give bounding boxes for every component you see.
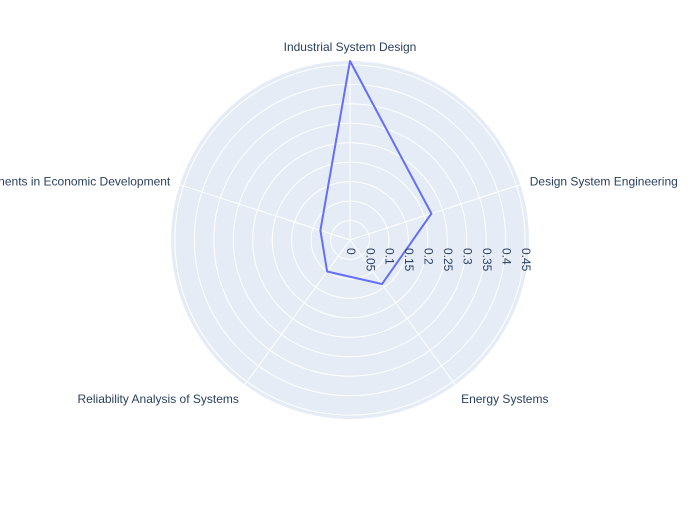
category-label: Industrial System Design bbox=[284, 40, 417, 54]
radial-tick-label: 0.2 bbox=[422, 248, 436, 265]
radial-tick-label: 0.3 bbox=[461, 248, 475, 265]
radial-tick-label: 0.45 bbox=[519, 248, 533, 272]
radial-tick-label: 0 bbox=[344, 248, 358, 255]
radial-tick-label: 0.4 bbox=[499, 248, 513, 265]
category-label: Design System Engineering bbox=[530, 175, 678, 189]
radial-tick-label: 0.25 bbox=[441, 248, 455, 272]
radial-tick-label: 0.05 bbox=[363, 248, 377, 272]
radial-tick-label: 0.1 bbox=[383, 248, 397, 265]
category-label: Reliability Analysis of Systems bbox=[78, 392, 239, 406]
category-label: Components in Economic Development bbox=[0, 175, 171, 189]
category-label: Energy Systems bbox=[461, 392, 548, 406]
radial-tick-label: 0.15 bbox=[402, 248, 416, 272]
radial-tick-label: 0.35 bbox=[480, 248, 494, 272]
